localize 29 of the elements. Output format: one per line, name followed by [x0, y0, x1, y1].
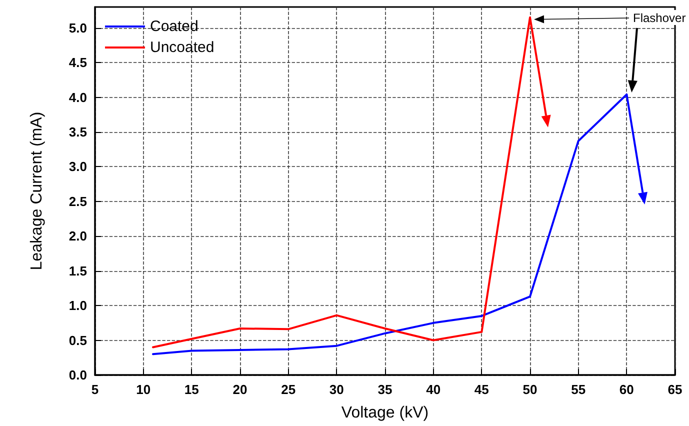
x-tick-label: 20 — [232, 382, 248, 397]
x-tick-label: 40 — [426, 382, 441, 397]
y-tick-label: 3.0 — [68, 159, 87, 174]
x-tick-label: 35 — [378, 382, 392, 397]
y-tick-label: 2.0 — [68, 228, 87, 244]
legend-label: Coated — [150, 18, 198, 35]
legend-label: Uncoated — [150, 39, 214, 56]
x-tick-label: 45 — [474, 382, 489, 397]
x-tick-label: 25 — [281, 382, 296, 397]
y-tick-label: 0.0 — [68, 368, 87, 382]
y-tick-label: 1.5 — [68, 263, 87, 278]
x-tick-label: 30 — [329, 382, 344, 397]
x-tick-label: 65 — [668, 382, 682, 397]
x-tick-label: 5 — [91, 382, 99, 397]
x-axis-title: Voltage (kV) — [341, 404, 429, 422]
x-tick-label: 60 — [619, 382, 634, 397]
annotation: Flashover — [633, 11, 686, 25]
x-tick-label: 10 — [136, 382, 151, 397]
y-tick-label: 4.0 — [68, 90, 87, 105]
x-tick-label: 15 — [184, 382, 199, 397]
y-tick-label: 0.5 — [68, 332, 87, 348]
y-tick-label: 2.5 — [68, 194, 87, 209]
y-axis-title: Leakage Current (mA) — [28, 112, 46, 270]
x-tick-label: 50 — [522, 382, 538, 397]
y-tick-label: 4.5 — [68, 55, 87, 70]
y-tick-label: 1.0 — [68, 298, 87, 314]
y-tick-label: 3.5 — [68, 124, 87, 140]
x-tick-label: 55 — [571, 382, 586, 397]
y-tick-label: 5.0 — [68, 20, 87, 36]
